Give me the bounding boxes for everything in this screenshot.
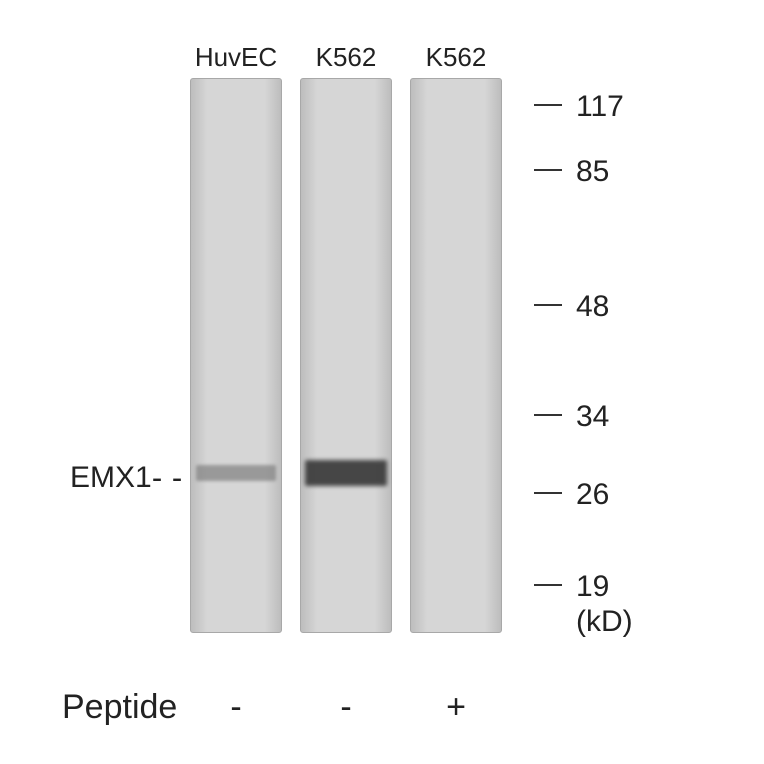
mw-marker: 48 xyxy=(576,290,609,324)
mw-marker: 26 xyxy=(576,478,609,512)
mw-marker: 117 xyxy=(576,90,624,124)
protein-band xyxy=(196,465,275,481)
mw-tick xyxy=(534,584,562,586)
protein-band xyxy=(305,460,388,486)
mw-marker: 34 xyxy=(576,400,609,434)
blot-lane xyxy=(300,78,392,633)
peptide-symbol: - xyxy=(190,688,282,727)
mw-marker: 85 xyxy=(576,155,609,189)
blot-lane xyxy=(190,78,282,633)
mw-marker: 19 xyxy=(576,570,609,604)
mw-unit-label: (kD) xyxy=(576,605,633,639)
lane-label: HuvEC xyxy=(180,42,292,73)
peptide-row-label: Peptide xyxy=(62,688,177,727)
mw-tick xyxy=(534,104,562,106)
mw-tick xyxy=(534,304,562,306)
peptide-symbol: + xyxy=(410,688,502,727)
mw-tick xyxy=(534,414,562,416)
protein-label: EMX1 xyxy=(70,461,152,495)
lane-label: K562 xyxy=(290,42,402,73)
mw-tick xyxy=(534,492,562,494)
peptide-symbol: - xyxy=(300,688,392,727)
blot-lane xyxy=(410,78,502,633)
lane-label: K562 xyxy=(400,42,512,73)
mw-tick xyxy=(534,169,562,171)
